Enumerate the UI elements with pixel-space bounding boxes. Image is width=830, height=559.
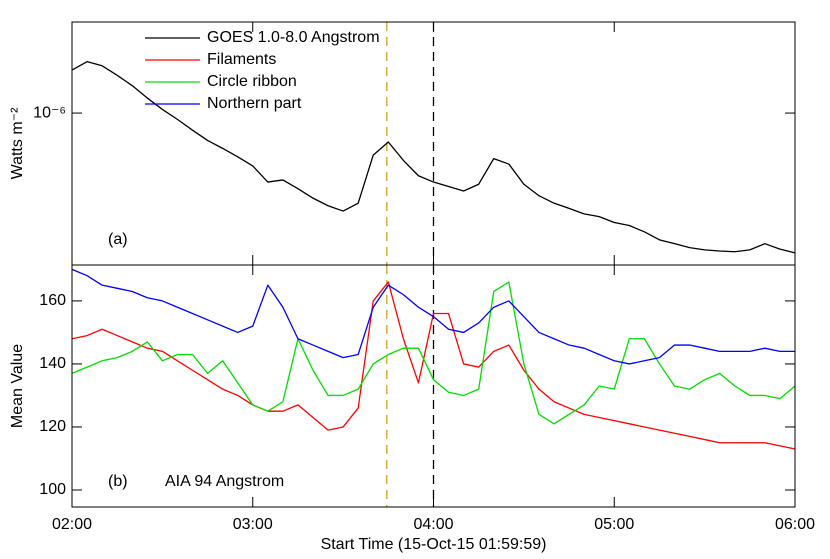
x-tick-label: 02:00 [52,516,92,533]
y-axis-title: Watts m⁻² [9,107,26,180]
y-axis-title: Mean Value [9,344,26,428]
panel-annotation: (a) [108,231,128,248]
panel-annotation: (b) [108,473,128,490]
legend-label: Northern part [207,95,302,112]
x-tick-label: 05:00 [594,516,634,533]
legend-label: Filaments [207,51,276,68]
y-tick-label: 10⁻⁶ [33,104,66,121]
data-line [71,281,796,425]
y-tick-label: 140 [39,355,66,372]
y-tick-label: 120 [39,418,66,435]
legend-label: Circle ribbon [207,73,297,90]
data-line [71,281,796,450]
x-tick-label: 04:00 [413,516,453,533]
legend-label: GOES 1.0-8.0 Angstrom [207,29,380,46]
data-line [71,268,795,365]
y-tick-label: 160 [39,292,66,309]
y-tick-label: 100 [39,481,66,498]
x-axis-title: Start Time (15-Oct-15 01:59:59) [321,536,547,553]
data-line [71,61,796,254]
x-tick-label: 06:00 [775,516,815,533]
panel-annotation: AIA 94 Angstrom [165,473,284,490]
x-tick-label: 03:00 [233,516,273,533]
